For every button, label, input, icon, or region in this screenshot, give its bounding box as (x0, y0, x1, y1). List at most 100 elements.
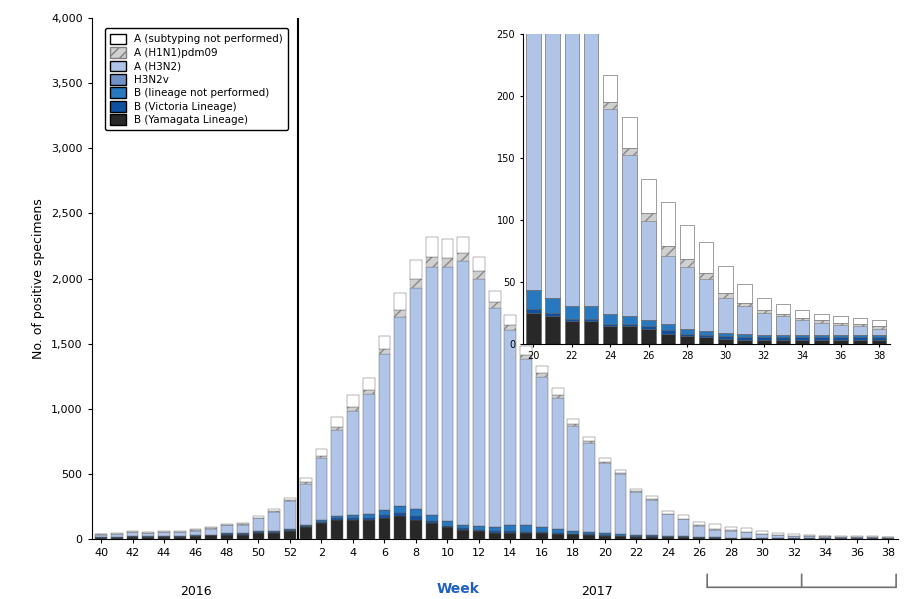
Bar (662, 514, 674, 515)
Bar (347, 515, 359, 518)
Bar (505, 525, 517, 531)
Bar (678, 519, 690, 536)
Bar (426, 515, 438, 521)
Bar (426, 524, 438, 539)
Bar (646, 535, 658, 537)
Bar (410, 279, 422, 288)
Bar (237, 523, 248, 524)
Bar (646, 537, 658, 539)
Bar (111, 533, 123, 534)
Bar (599, 534, 611, 536)
Bar (378, 354, 390, 510)
Bar (646, 500, 658, 535)
Bar (615, 470, 627, 473)
Bar (567, 531, 579, 534)
Bar (253, 532, 265, 533)
Bar (520, 525, 532, 531)
Bar (457, 237, 469, 253)
Bar (678, 536, 690, 537)
Bar (851, 537, 863, 538)
Bar (142, 533, 154, 536)
Bar (268, 533, 280, 539)
Bar (442, 526, 453, 527)
Bar (583, 535, 595, 539)
Bar (284, 500, 296, 501)
Bar (709, 538, 721, 539)
Bar (332, 518, 344, 519)
Bar (709, 529, 721, 530)
Bar (315, 521, 327, 522)
Bar (394, 317, 406, 506)
Bar (457, 253, 469, 261)
Bar (536, 373, 548, 377)
Bar (693, 525, 705, 526)
Bar (315, 449, 327, 456)
Bar (599, 462, 611, 463)
Bar (709, 530, 721, 537)
Bar (646, 496, 658, 499)
Bar (442, 527, 453, 539)
Bar (126, 531, 138, 532)
Bar (725, 530, 736, 531)
Bar (410, 519, 422, 539)
Bar (630, 537, 642, 539)
Bar (394, 513, 406, 516)
Bar (505, 314, 517, 325)
Bar (551, 398, 563, 529)
Bar (803, 536, 815, 538)
Bar (520, 355, 532, 359)
Bar (142, 532, 154, 533)
Bar (678, 515, 690, 519)
Bar (757, 531, 769, 534)
Bar (520, 346, 532, 355)
Bar (599, 458, 611, 462)
Bar (457, 528, 469, 530)
Bar (111, 534, 123, 537)
Bar (347, 410, 359, 515)
Bar (757, 534, 769, 538)
Bar (111, 537, 123, 539)
Bar (520, 533, 532, 539)
Bar (551, 533, 563, 534)
Bar (253, 533, 265, 539)
Bar (803, 535, 815, 536)
Bar (630, 489, 642, 491)
Bar (442, 240, 453, 258)
Bar (347, 395, 359, 407)
Bar (221, 525, 233, 533)
Bar (158, 532, 170, 536)
Bar (410, 516, 422, 519)
Bar (426, 267, 438, 515)
Bar (741, 532, 752, 533)
Bar (457, 525, 469, 528)
Bar (378, 335, 390, 349)
Bar (268, 509, 280, 511)
Bar (693, 526, 705, 537)
Bar (315, 522, 327, 524)
Bar (126, 532, 138, 536)
Bar (772, 533, 784, 535)
Bar (378, 518, 390, 539)
Bar (473, 530, 485, 531)
Bar (394, 294, 406, 310)
Bar (426, 237, 438, 256)
Bar (505, 325, 517, 329)
Bar (520, 531, 532, 533)
Bar (237, 534, 248, 539)
Bar (332, 417, 344, 427)
Bar (630, 535, 642, 537)
Bar (268, 531, 280, 532)
Bar (378, 349, 390, 354)
Bar (394, 310, 406, 317)
Bar (442, 258, 453, 267)
Bar (599, 463, 611, 534)
Bar (489, 308, 500, 527)
Bar (363, 394, 375, 514)
Bar (221, 533, 233, 534)
Bar (190, 536, 202, 539)
Text: Week: Week (437, 582, 479, 596)
Bar (142, 537, 154, 539)
Bar (788, 534, 800, 536)
Bar (410, 261, 422, 279)
Bar (284, 530, 296, 531)
